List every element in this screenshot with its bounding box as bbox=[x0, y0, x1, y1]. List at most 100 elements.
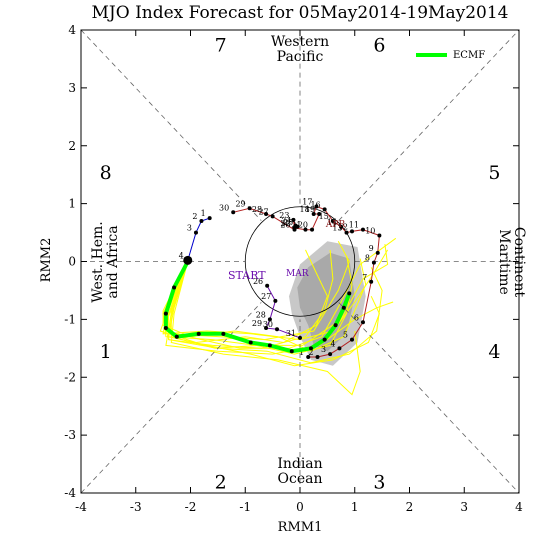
april-point-28 bbox=[264, 212, 269, 217]
x-tick-label-1: 1 bbox=[351, 500, 359, 514]
april-point-5 bbox=[350, 337, 355, 342]
march-label-30: 30 bbox=[263, 320, 273, 329]
april-label-7: 7 bbox=[362, 273, 367, 282]
y-tick-label-2: 2 bbox=[68, 139, 76, 153]
region-top-line-2: Pacific bbox=[277, 49, 324, 65]
april-label-4: 4 bbox=[330, 339, 335, 348]
region-right-line-1: Maritime bbox=[496, 229, 512, 295]
april-label-30: 30 bbox=[219, 203, 229, 212]
y-tick-label--3: -3 bbox=[64, 428, 76, 442]
region-left-line-2: and Africa bbox=[105, 225, 121, 298]
april-label-23: 23 bbox=[279, 211, 289, 220]
april-label-26: 26 bbox=[280, 221, 290, 230]
legend-label: ECMF bbox=[453, 50, 485, 61]
ensemble-spread-shading bbox=[289, 241, 366, 366]
region-top-line-1: Western bbox=[271, 34, 329, 50]
april-point-15 bbox=[330, 218, 335, 223]
guide-line-2 bbox=[338, 29, 520, 221]
phase-label-1: 1 bbox=[100, 341, 112, 363]
april-point-20 bbox=[310, 227, 315, 232]
x-tick-label-3: 3 bbox=[460, 500, 468, 514]
april-point-14 bbox=[339, 224, 344, 229]
april-point-10 bbox=[377, 233, 382, 238]
march-label-29: 29 bbox=[252, 319, 262, 328]
april-label-19: 19 bbox=[305, 205, 315, 214]
april-point-4 bbox=[337, 346, 342, 351]
april-label-15: 15 bbox=[319, 212, 329, 221]
ecmf-point-8 bbox=[248, 340, 253, 345]
y-tick-label-1: 1 bbox=[68, 197, 76, 211]
ecmf-point-5 bbox=[174, 334, 179, 339]
phase-label-2: 2 bbox=[215, 471, 227, 493]
april-point-16 bbox=[322, 207, 327, 212]
march-point-1 bbox=[265, 283, 270, 288]
ecmf-point-13 bbox=[333, 323, 338, 328]
y-tick-label--4: -4 bbox=[64, 486, 76, 500]
ecmf-point-6 bbox=[196, 331, 201, 336]
april-point-11 bbox=[360, 227, 365, 232]
march-label-27: 27 bbox=[261, 292, 271, 301]
observed-and-forecast-series: 2627282930311234567891011121314151617181… bbox=[163, 198, 382, 359]
x-axis-label: RMM1 bbox=[278, 520, 323, 535]
ecmf-point-7 bbox=[221, 331, 226, 336]
april-label-17: 17 bbox=[302, 198, 312, 207]
april-point-8 bbox=[371, 260, 376, 265]
april-label-5: 5 bbox=[343, 331, 348, 340]
april-label-9: 9 bbox=[369, 244, 374, 253]
ensemble-member-3 bbox=[168, 261, 383, 364]
april-label-6: 6 bbox=[354, 313, 359, 322]
guide-line-1 bbox=[80, 302, 262, 494]
may-label-3: 3 bbox=[187, 224, 192, 233]
april-point-29 bbox=[247, 206, 252, 211]
y-tick-label--1: -1 bbox=[64, 312, 76, 326]
april-label-18: 18 bbox=[300, 205, 310, 214]
ensemble-members bbox=[159, 237, 397, 396]
x-tick-label-0: 0 bbox=[296, 500, 304, 514]
april-label-25: 25 bbox=[283, 218, 293, 227]
april-point-12 bbox=[350, 229, 355, 234]
march-point-2 bbox=[273, 298, 278, 303]
may-point-1 bbox=[207, 216, 212, 221]
y-tick-label-3: 3 bbox=[68, 81, 76, 95]
x-tick-label-2: 2 bbox=[406, 500, 414, 514]
chart-title: MJO Index Forecast for 05May2014-19May20… bbox=[92, 3, 509, 23]
ensemble-member-5 bbox=[170, 261, 361, 396]
april-label-24: 24 bbox=[281, 217, 291, 226]
april-label-13: 13 bbox=[332, 224, 342, 233]
march-point-3 bbox=[267, 317, 272, 322]
phase-label-3: 3 bbox=[373, 471, 385, 493]
march-label-31: 31 bbox=[286, 329, 296, 338]
region-bottom-line-2: Ocean bbox=[278, 471, 323, 487]
spread-polygon-2 bbox=[297, 252, 355, 352]
x-tick-label-4: 4 bbox=[515, 500, 523, 514]
ensemble-member-8 bbox=[165, 261, 394, 355]
april-label-27: 27 bbox=[258, 207, 268, 216]
april-point-2 bbox=[315, 354, 320, 359]
phase-label-4: 4 bbox=[488, 341, 500, 363]
may-label-2: 2 bbox=[192, 212, 197, 221]
april-label-2: 2 bbox=[308, 348, 313, 357]
april-label-22: 22 bbox=[280, 219, 290, 228]
region-left-line-1: West. Hem. bbox=[90, 221, 106, 302]
april-label-8: 8 bbox=[365, 254, 370, 263]
april-point-3 bbox=[328, 352, 333, 357]
month-label-apr: APR bbox=[325, 220, 346, 230]
march-label-26: 26 bbox=[253, 277, 263, 286]
april-point-7 bbox=[369, 279, 374, 284]
april-point-30 bbox=[231, 210, 236, 215]
ecmf-point-9 bbox=[267, 343, 272, 348]
may-label-4: 4 bbox=[179, 251, 184, 260]
april-point-27 bbox=[270, 214, 275, 219]
april-point-17 bbox=[314, 204, 319, 209]
phase-guides bbox=[80, 29, 520, 494]
april-label-29: 29 bbox=[235, 199, 245, 208]
april-point-9 bbox=[375, 250, 380, 255]
april-label-3: 3 bbox=[321, 345, 326, 354]
ensemble-member-12 bbox=[170, 244, 389, 349]
april-point-13 bbox=[344, 230, 349, 235]
april-label-1: 1 bbox=[299, 348, 304, 357]
ecmf-point-11 bbox=[308, 346, 313, 351]
phase-label-7: 7 bbox=[215, 34, 227, 56]
